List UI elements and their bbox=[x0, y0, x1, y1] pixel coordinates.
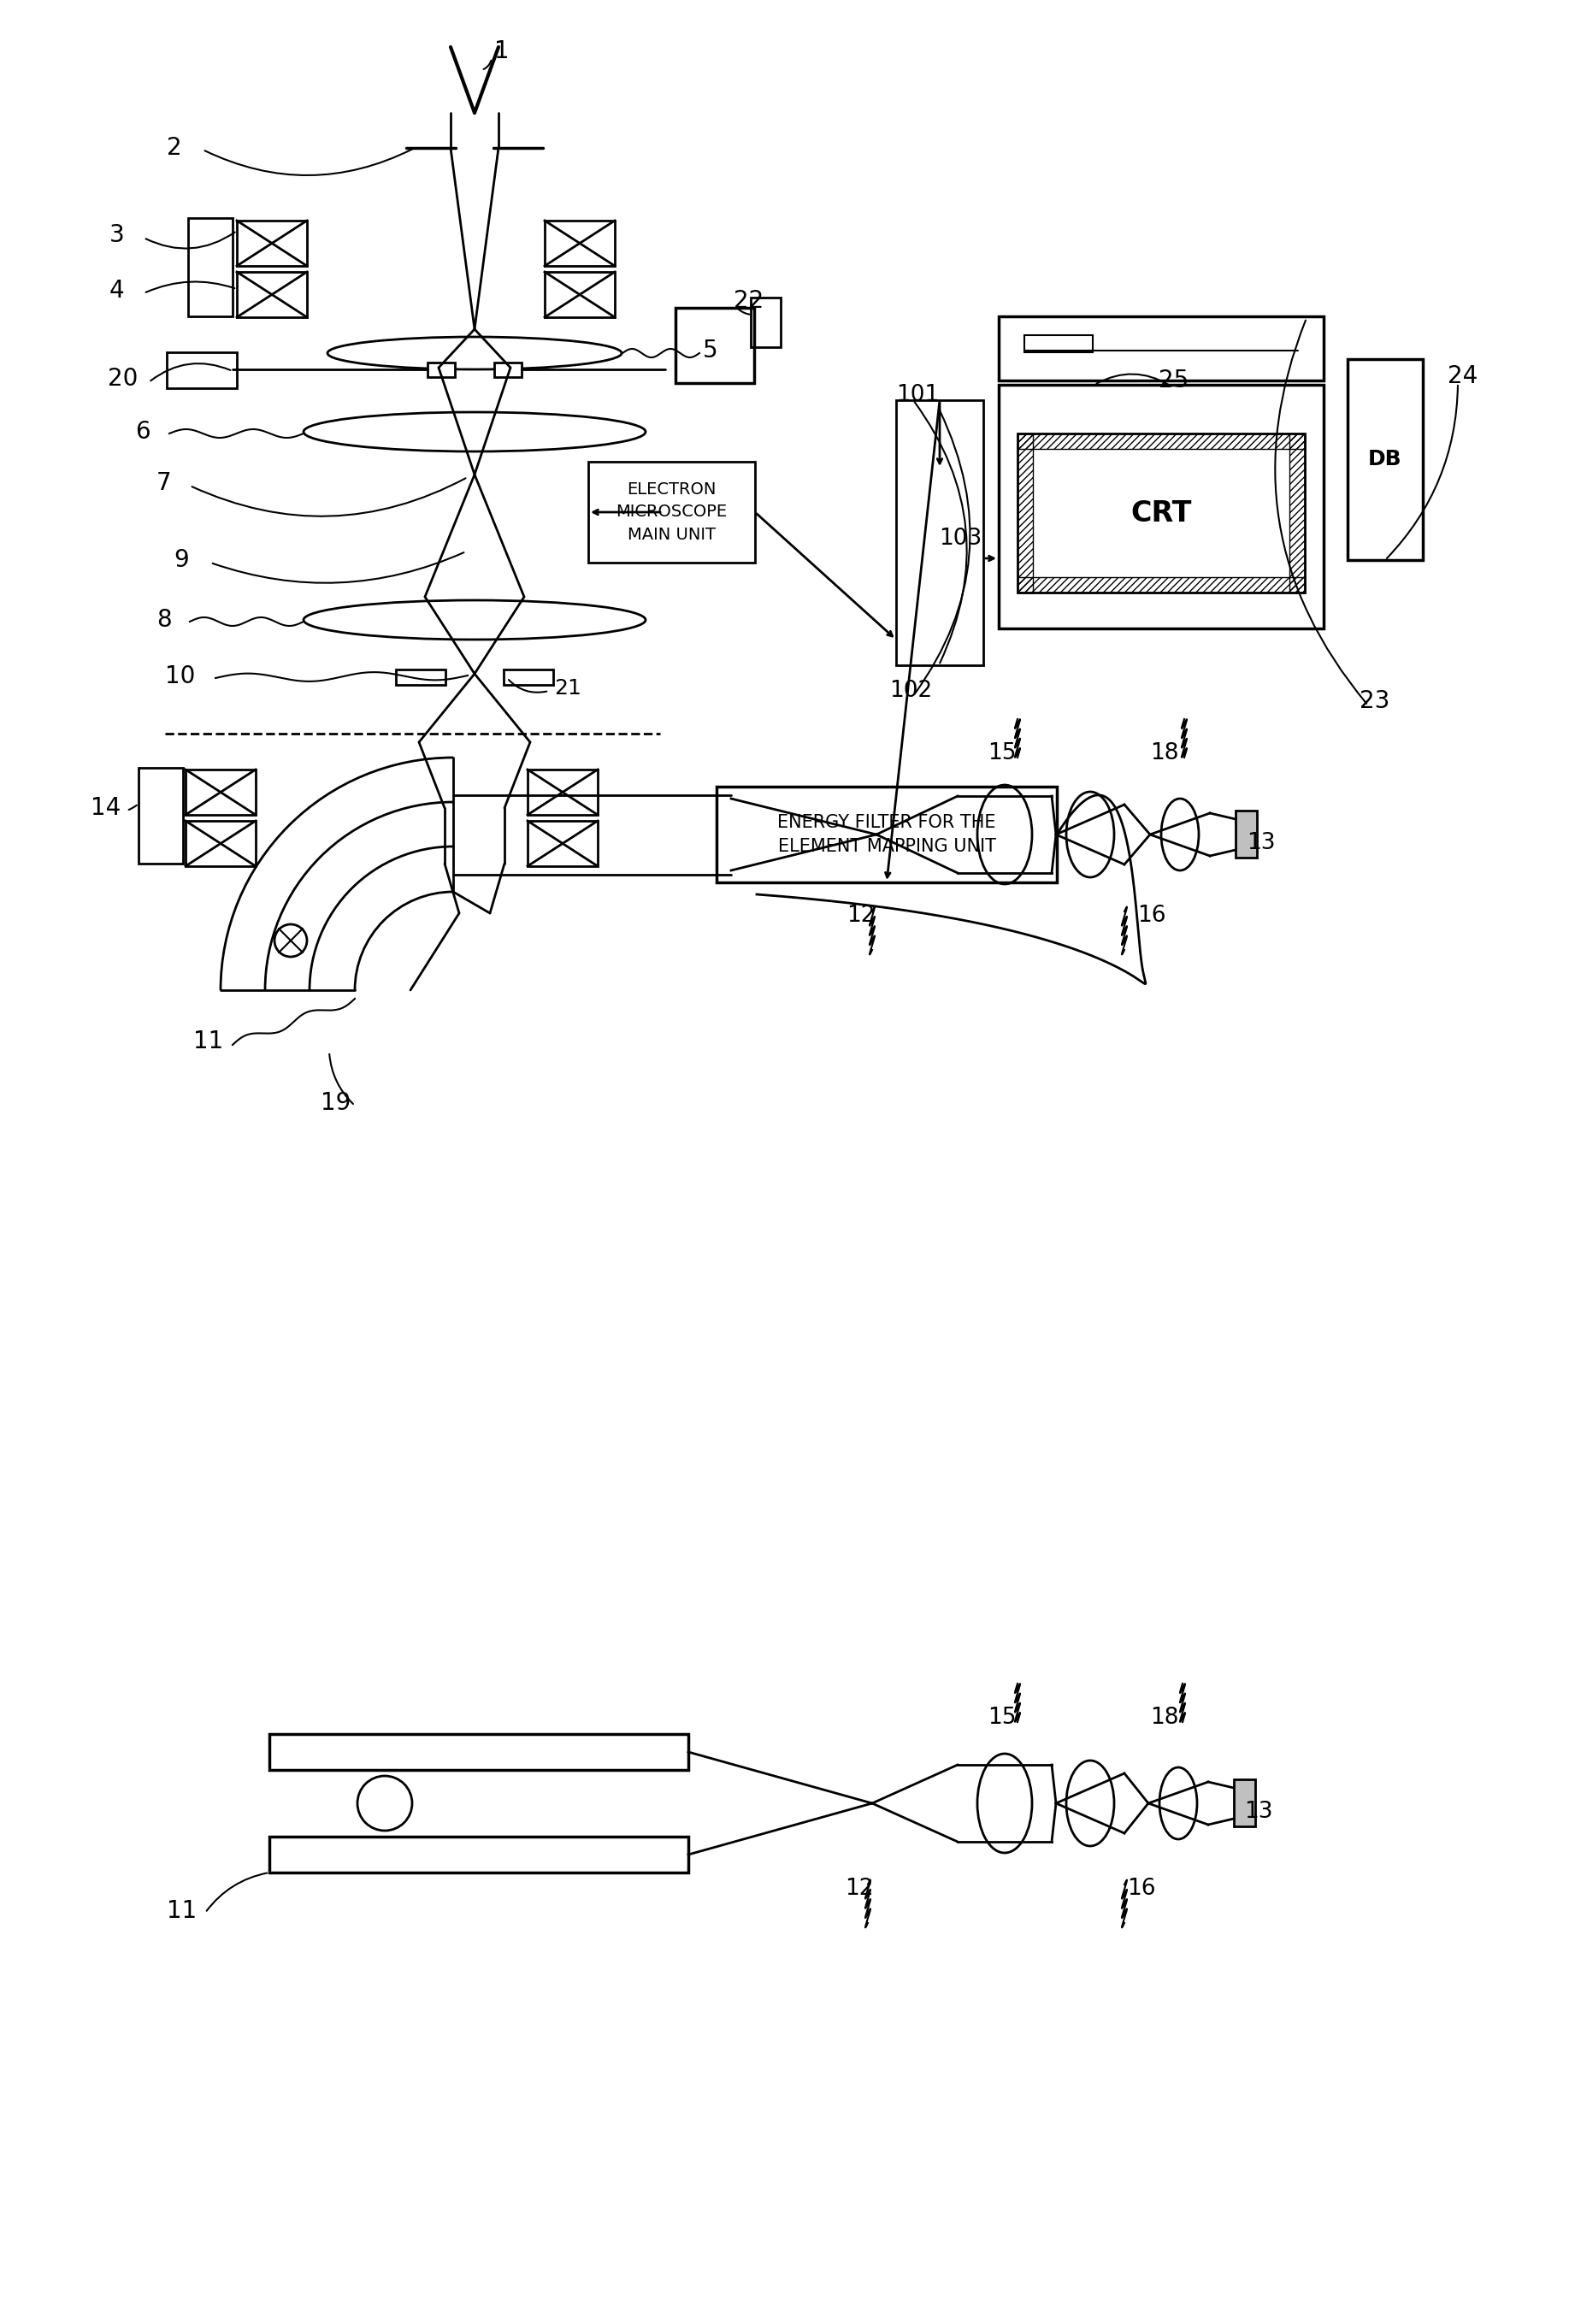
Text: 12: 12 bbox=[846, 904, 876, 927]
Text: 25: 25 bbox=[1159, 370, 1189, 393]
Text: ELECTRON
MICROSCOPE
MAIN UNIT: ELECTRON MICROSCOPE MAIN UNIT bbox=[616, 481, 726, 544]
Text: 4: 4 bbox=[109, 279, 124, 302]
Text: 21: 21 bbox=[554, 679, 581, 700]
Bar bbox=[1017, 435, 1304, 593]
Text: 2: 2 bbox=[167, 135, 181, 160]
Text: 15: 15 bbox=[988, 741, 1016, 765]
Text: CRT: CRT bbox=[1131, 500, 1192, 528]
Bar bbox=[186, 820, 255, 867]
Text: 15: 15 bbox=[988, 1706, 1016, 1729]
Bar bbox=[395, 669, 446, 686]
Bar bbox=[896, 400, 983, 665]
Bar bbox=[1017, 435, 1033, 593]
Text: 18: 18 bbox=[1150, 1706, 1178, 1729]
Text: 19: 19 bbox=[321, 1090, 351, 1116]
Text: 1: 1 bbox=[495, 40, 509, 63]
Text: ENERGY FILTER FOR THE
ELEMENT MAPPING UNIT: ENERGY FILTER FOR THE ELEMENT MAPPING UN… bbox=[778, 813, 995, 855]
Text: 12: 12 bbox=[844, 1878, 874, 1901]
Text: 101: 101 bbox=[896, 383, 939, 407]
Bar bbox=[545, 221, 614, 265]
Bar bbox=[1290, 435, 1304, 593]
Text: 16: 16 bbox=[1128, 1878, 1156, 1901]
Bar bbox=[269, 1836, 688, 1873]
Bar bbox=[186, 769, 255, 816]
Bar bbox=[999, 316, 1323, 381]
Bar bbox=[676, 307, 754, 383]
Text: 24: 24 bbox=[1447, 365, 1477, 388]
Text: 3: 3 bbox=[109, 223, 124, 246]
Text: 6: 6 bbox=[135, 421, 150, 444]
Bar bbox=[495, 363, 521, 376]
Text: 10: 10 bbox=[165, 665, 195, 688]
Bar bbox=[236, 272, 307, 316]
Bar bbox=[1233, 1780, 1255, 1827]
Text: 23: 23 bbox=[1359, 690, 1389, 713]
Bar bbox=[269, 1734, 688, 1771]
Bar bbox=[1017, 435, 1304, 449]
Text: 20: 20 bbox=[107, 367, 139, 390]
Text: 102: 102 bbox=[890, 679, 932, 702]
Bar bbox=[999, 386, 1323, 627]
Bar bbox=[1235, 811, 1257, 858]
Text: 13: 13 bbox=[1244, 1801, 1273, 1822]
Bar bbox=[589, 462, 754, 562]
Bar bbox=[528, 769, 597, 816]
Bar bbox=[1017, 576, 1304, 593]
Bar bbox=[427, 363, 455, 376]
Text: DB: DB bbox=[1369, 449, 1402, 469]
Bar bbox=[139, 767, 183, 865]
Bar bbox=[545, 272, 614, 316]
Bar bbox=[717, 786, 1057, 883]
Text: 16: 16 bbox=[1137, 904, 1166, 927]
Text: 5: 5 bbox=[702, 339, 718, 363]
Text: 9: 9 bbox=[173, 548, 189, 572]
Bar bbox=[751, 297, 781, 346]
Bar bbox=[528, 820, 597, 867]
Text: 13: 13 bbox=[1247, 832, 1276, 855]
Text: 103: 103 bbox=[939, 528, 981, 551]
Bar bbox=[236, 221, 307, 265]
Bar bbox=[1024, 335, 1093, 353]
Bar bbox=[1348, 360, 1422, 560]
Text: 22: 22 bbox=[734, 288, 764, 314]
Text: 7: 7 bbox=[156, 472, 172, 495]
Text: 11: 11 bbox=[167, 1899, 197, 1922]
Bar bbox=[504, 669, 553, 686]
Text: 11: 11 bbox=[194, 1030, 224, 1053]
Text: 18: 18 bbox=[1150, 741, 1178, 765]
Text: 14: 14 bbox=[91, 797, 121, 820]
Bar bbox=[187, 218, 233, 316]
Text: 8: 8 bbox=[156, 609, 172, 632]
Bar bbox=[167, 353, 236, 388]
